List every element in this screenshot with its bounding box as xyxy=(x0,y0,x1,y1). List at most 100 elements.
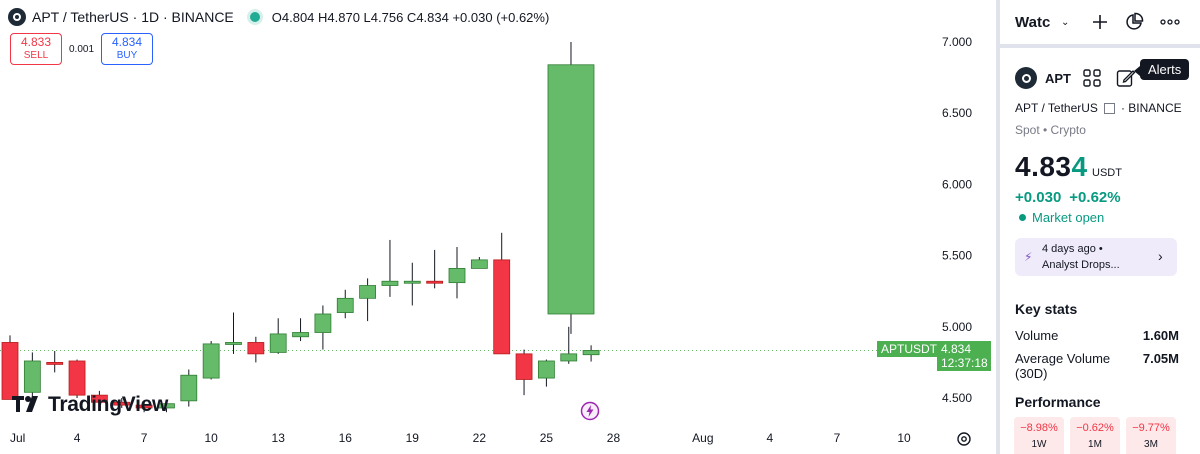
x-tick-label: Aug xyxy=(692,431,713,445)
right-panel: Watchlist ⌄ APT Alerts APT / TetherUS · … xyxy=(1000,0,1200,454)
x-tick-label: 19 xyxy=(406,431,420,445)
grid-icon[interactable] xyxy=(1081,67,1103,89)
candle xyxy=(426,280,444,284)
external-link-icon[interactable] xyxy=(1103,102,1115,114)
y-tick-label: 5.000 xyxy=(942,320,972,334)
last-price-tag: 4.834 12:37:18 xyxy=(937,341,991,371)
chevron-right-icon: › xyxy=(1158,248,1163,264)
alerts-tooltip: Alerts xyxy=(1133,59,1190,80)
sell-button[interactable]: 4.833 SELL xyxy=(10,33,62,65)
edit-note-icon[interactable] xyxy=(1115,67,1137,89)
watermark-text: TradingView xyxy=(48,393,169,416)
details-symbol-name[interactable]: APT xyxy=(1045,70,1071,86)
apt-logo-icon xyxy=(8,8,26,26)
stat-row-avg-volume: Average Volume (30D) 7.05M xyxy=(1015,351,1179,381)
tradingview-logo-icon xyxy=(12,392,42,418)
more-icon[interactable] xyxy=(1159,11,1181,33)
candle xyxy=(403,280,421,284)
avg-volume-value: 7.05M xyxy=(1142,351,1179,366)
details-exchange-prefix: · xyxy=(1120,101,1129,115)
y-tick-label: 7.000 xyxy=(942,35,972,49)
candle xyxy=(538,360,555,379)
market-open-dot-icon xyxy=(1019,214,1026,221)
performance-title[interactable]: Performance xyxy=(1015,394,1101,410)
candle xyxy=(135,404,153,409)
buy-sell-panel: 4.833 SELL 0.001 4.834 BUY xyxy=(10,33,153,65)
x-tick-label: 13 xyxy=(272,431,286,445)
performance-period: 3M xyxy=(1144,439,1158,450)
candle xyxy=(91,394,108,403)
chart-legend: APT / TetherUS · 1D · BINANCE O4.804 H4.… xyxy=(8,6,557,28)
chart-pane[interactable]: 7.000 6.500 6.000 5.500 5.000 4.500 Jul 4 7 10 13 1… xyxy=(0,0,996,454)
candlestick-chart[interactable]: 7.000 6.500 6.000 5.500 5.000 4.500 Jul 4 7 10 13 1… xyxy=(0,0,996,454)
watchlist-header: Watchlist ⌄ xyxy=(1000,0,1200,48)
plus-icon[interactable] xyxy=(1089,11,1111,33)
x-tick-label: 4 xyxy=(74,431,81,445)
bar-countdown: 12:37:18 xyxy=(941,356,988,370)
y-tick-label: 6.500 xyxy=(942,106,972,120)
news-card[interactable]: ⚡︎ 4 days ago • Analyst Drops... › xyxy=(1015,238,1177,276)
tradingview-watermark: TradingView xyxy=(12,392,168,418)
candle-big xyxy=(547,64,595,315)
sell-label: SELL xyxy=(23,50,49,61)
performance-period: 1W xyxy=(1031,439,1047,450)
chevron-down-icon[interactable]: ⌄ xyxy=(1061,16,1070,28)
news-title: Analyst Drops... xyxy=(1042,259,1120,271)
buy-price: 4.834 xyxy=(111,35,143,49)
candle xyxy=(269,333,287,353)
spread-value: 0.001 xyxy=(68,43,95,55)
performance-box-1m[interactable]: −0.62% 1M xyxy=(1070,417,1120,454)
candle xyxy=(23,360,41,393)
details-header: APT xyxy=(1000,56,1200,100)
candle xyxy=(582,350,600,356)
last-price-value: 4.834 xyxy=(941,342,972,356)
sell-price: 4.833 xyxy=(20,35,52,49)
x-tick-label: Jul xyxy=(10,431,25,445)
avg-volume-label: Average Volume (30D) xyxy=(1015,351,1111,381)
symbol-title[interactable]: APT / TetherUS · 1D · BINANCE xyxy=(32,9,234,25)
details-pair-line: APT / TetherUS · BINANCE xyxy=(1015,101,1182,115)
y-tick-label: 4.500 xyxy=(942,391,972,405)
news-flash-icon[interactable] xyxy=(580,401,600,421)
buy-label: BUY xyxy=(116,50,138,61)
key-stats-title[interactable]: Key stats xyxy=(1015,301,1078,317)
x-tick-label: 25 xyxy=(540,431,554,445)
details-price-main: 4.83 xyxy=(1015,151,1072,182)
performance-period: 1M xyxy=(1088,439,1102,450)
y-tick-label: 5.500 xyxy=(942,249,972,263)
x-tick-label: 10 xyxy=(897,431,911,445)
candle xyxy=(113,401,131,406)
candle xyxy=(560,353,578,362)
candle xyxy=(493,259,511,355)
volume-value: 1.60M xyxy=(1142,328,1179,343)
details-price-unit: USDT xyxy=(1092,167,1122,179)
candle xyxy=(314,313,332,333)
details-change: +0.030 +0.62% xyxy=(1015,189,1121,206)
details-exchange: BINANCE xyxy=(1128,101,1182,115)
x-tick-label: 22 xyxy=(473,431,487,445)
performance-box-3m[interactable]: −9.77% 3M xyxy=(1126,417,1176,454)
details-category: Spot • Crypto xyxy=(1015,123,1086,137)
apt-logo-icon xyxy=(1015,67,1037,89)
candle xyxy=(470,259,488,269)
candle xyxy=(336,297,354,313)
candle xyxy=(515,353,533,380)
buy-button[interactable]: 4.834 BUY xyxy=(101,33,153,65)
performance-value: −0.62% xyxy=(1076,422,1114,434)
pie-chart-icon[interactable] xyxy=(1123,11,1145,33)
watchlist-title[interactable]: Watchlist xyxy=(1015,13,1051,31)
volume-label: Volume xyxy=(1015,328,1059,343)
candle xyxy=(158,403,175,409)
market-status: Market open xyxy=(1019,210,1104,225)
candle xyxy=(381,280,399,286)
x-tick-label: 10 xyxy=(204,431,218,445)
x-tick-label: 7 xyxy=(141,431,148,445)
x-tick-label: 28 xyxy=(607,431,621,445)
symbol-price-tag: APTUSDT xyxy=(877,341,942,357)
panel-divider[interactable] xyxy=(996,0,1000,454)
y-tick-label: 6.000 xyxy=(942,177,972,191)
x-tick-label: 7 xyxy=(834,431,841,445)
details-pair[interactable]: APT / TetherUS xyxy=(1015,101,1098,115)
performance-box-1w[interactable]: −8.98% 1W xyxy=(1014,417,1064,454)
chart-settings-icon[interactable] xyxy=(955,430,973,448)
